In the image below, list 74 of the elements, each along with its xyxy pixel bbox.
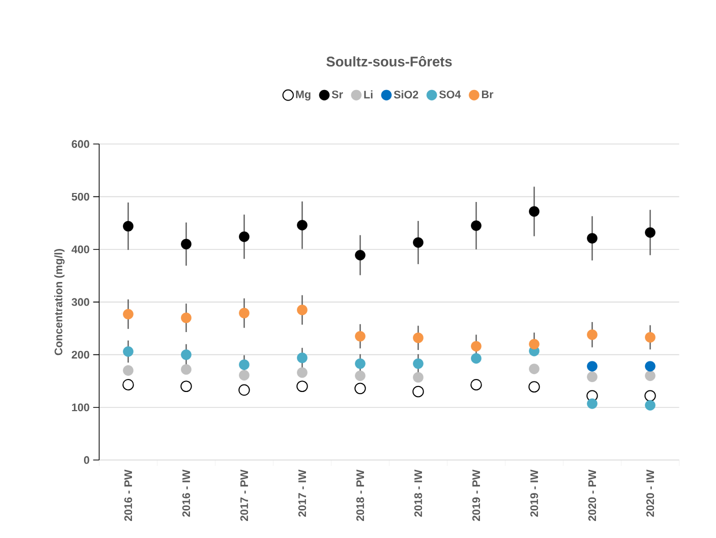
point xyxy=(470,353,482,364)
x-tick-label: 2019 - PW xyxy=(472,470,480,521)
point xyxy=(180,312,192,324)
point xyxy=(354,250,366,260)
x-tick-label: 2020 - PW xyxy=(588,470,596,521)
x-tick-label: 2020 - IW xyxy=(646,470,654,517)
y-tick-label: 200 xyxy=(72,350,90,359)
point xyxy=(122,220,134,232)
point xyxy=(296,367,308,378)
point xyxy=(528,206,540,217)
point xyxy=(180,380,192,392)
point xyxy=(238,370,250,381)
point xyxy=(238,384,250,396)
point xyxy=(122,308,134,320)
point xyxy=(470,341,482,352)
point xyxy=(412,332,424,344)
y-tick-label: 100 xyxy=(72,404,90,412)
point xyxy=(586,361,598,372)
legend-label: Mg xyxy=(296,90,310,100)
legend-label: SiO2 xyxy=(394,90,418,98)
point xyxy=(412,372,424,383)
point xyxy=(122,346,134,357)
x-tick-label: 2017 - IW xyxy=(298,470,306,517)
point xyxy=(470,379,482,390)
point xyxy=(296,380,308,392)
y-tick-label: 0 xyxy=(84,456,90,464)
point xyxy=(586,372,598,382)
point xyxy=(412,386,424,398)
point xyxy=(470,220,482,231)
point xyxy=(586,398,598,409)
point xyxy=(122,365,134,376)
point xyxy=(586,329,598,340)
point xyxy=(528,338,540,350)
x-tick-label: 2018 - PW xyxy=(356,470,364,521)
y-tick-label: 600 xyxy=(72,140,90,148)
x-tick-label: 2016 - IW xyxy=(182,470,190,517)
point xyxy=(238,308,250,318)
point xyxy=(180,364,192,375)
point xyxy=(238,231,250,242)
point xyxy=(528,364,540,374)
point xyxy=(180,349,192,360)
chart-title: Soultz-sous-Fôrets xyxy=(326,56,452,67)
legend-label: SO4 xyxy=(439,90,461,98)
point xyxy=(644,227,656,238)
x-tick-label: 2016 - PW xyxy=(124,470,132,521)
y-tick-label: 400 xyxy=(72,246,90,254)
y-tick-label: 300 xyxy=(72,298,90,306)
point xyxy=(644,332,656,343)
point xyxy=(412,237,424,248)
x-tick-label: 2018 - IW xyxy=(414,470,422,517)
point xyxy=(122,379,134,390)
point xyxy=(354,382,366,394)
point xyxy=(644,390,656,402)
point xyxy=(180,238,192,250)
point xyxy=(644,400,656,411)
legend-label: Br xyxy=(482,90,494,98)
y-axis-title: Concentration (mg/l) xyxy=(54,249,65,356)
point xyxy=(644,370,656,382)
point xyxy=(296,220,308,230)
point xyxy=(586,233,598,244)
point xyxy=(354,370,366,382)
legend-label: Sr xyxy=(332,90,343,98)
point xyxy=(644,361,656,372)
point xyxy=(354,358,366,369)
legend-label: Li xyxy=(364,90,372,98)
y-tick-label: 500 xyxy=(72,192,90,201)
point xyxy=(296,352,308,364)
x-tick-label: 2019 - IW xyxy=(530,470,538,517)
point xyxy=(296,304,308,316)
point xyxy=(528,381,540,393)
point xyxy=(238,359,250,370)
point xyxy=(412,358,424,369)
point xyxy=(354,331,366,342)
x-tick-label: 2017 - PW xyxy=(240,470,248,521)
